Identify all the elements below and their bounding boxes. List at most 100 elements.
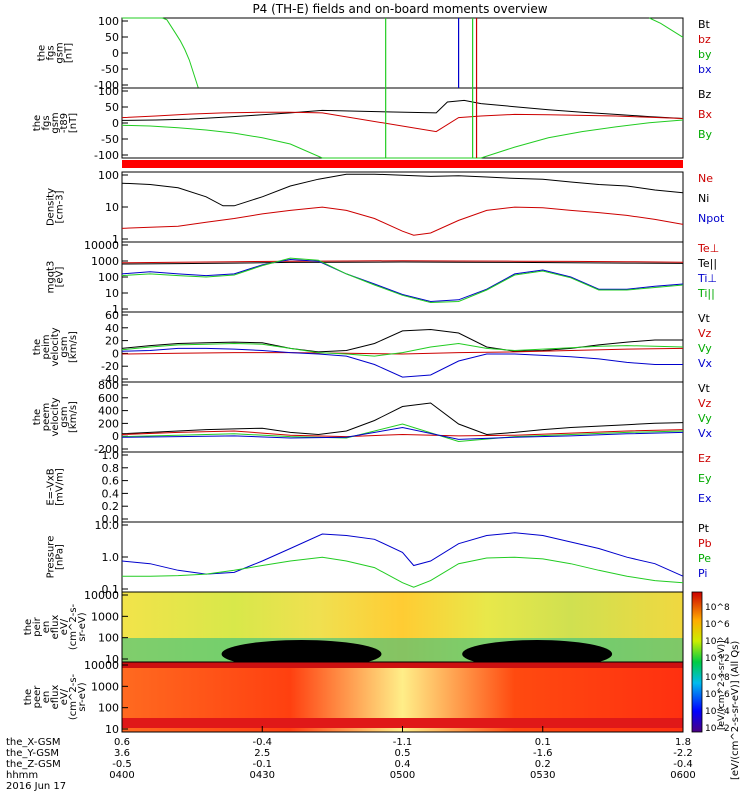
series-Bx [121, 99, 684, 121]
colorbar-tick: 10^2 [705, 654, 730, 664]
xaxis-value: 0500 [390, 770, 415, 781]
ytick-label: 10 [105, 287, 119, 300]
ylabel-line: [nPa] [55, 544, 66, 570]
ylabel-line: -t89 [59, 113, 70, 133]
ylabel-line: gsm [55, 42, 66, 63]
ytick-label: 0 [112, 47, 119, 60]
ytick-label: 100 [98, 15, 119, 28]
ylabel-line: the [32, 339, 43, 355]
ytick-label: 800 [98, 379, 119, 392]
ylabel-line: gsm [59, 336, 70, 357]
xaxis-value: -2.2 [673, 748, 693, 759]
ytick-label: -50 [101, 63, 119, 76]
series-Pe [122, 556, 684, 588]
black-gap-right [462, 640, 613, 668]
ylabel-line: fgs [41, 115, 52, 130]
xaxis-value: 0430 [250, 770, 275, 781]
ytick-label: 0 [112, 347, 119, 360]
ylabel-line: peir [32, 616, 43, 636]
xaxis-value: 0530 [530, 770, 555, 781]
ytick-label: 50 [105, 101, 119, 114]
xaxis-value: 3.6 [114, 748, 130, 759]
series-Vy [121, 342, 684, 357]
ytick-label: 0.6 [102, 475, 120, 488]
legend-Te⊥: Te⊥ [697, 242, 719, 255]
ytick-label: 10.0 [95, 519, 120, 532]
series-Vx [121, 426, 684, 440]
ytick-label: -100 [94, 79, 119, 92]
ytick-label: 100 [98, 85, 119, 98]
ylabel-line: [nT] [68, 113, 79, 133]
ytick-label: 1000 [91, 680, 119, 693]
ytick-label: 40 [105, 322, 119, 335]
ytick-label: 0.1 [102, 583, 120, 596]
series-Vx [121, 347, 683, 378]
xaxis-value: 0.1 [535, 737, 551, 748]
separator-bar [122, 160, 683, 168]
series-Ti⊥ [121, 258, 684, 303]
ytick-label: 10 [105, 653, 119, 666]
ylabel-line: eV/ [59, 618, 70, 635]
series-Vz [121, 429, 684, 438]
legend-Vx: Vx [698, 427, 713, 440]
colorbar-tick: 10^4 [705, 637, 730, 647]
xaxis-value: -1.6 [533, 748, 553, 759]
legend-Ey: Ey [698, 472, 712, 485]
colorbar-label: [eV/(cm^2-s-sr-eV)] (All Qs) [730, 641, 741, 780]
x-axis: the_X-GSM 0.6 -0.4 -1.1 0.1 1.8 the_Y-GSM 3.6 2.… [6, 726, 696, 792]
ylabel-line: fgs [46, 45, 57, 60]
xaxis-row-name: the_Z-GSM [6, 759, 61, 770]
xaxis-value: -0.4 [673, 759, 693, 770]
legend-Vy: Vy [698, 342, 712, 355]
ytick-label: 100 [98, 271, 119, 284]
ylabel-line: gsm [50, 112, 61, 133]
ylabel-line: velocity [50, 327, 61, 366]
ytick-label: 0.0 [102, 513, 120, 526]
legend-Vt: Vt [698, 382, 711, 395]
ytick-label: 0.4 [102, 487, 120, 500]
panel-density: 100 10 1 Density[cm-3] Ne Ni Npot [46, 169, 725, 246]
ylabel-line: E=-VxB [46, 468, 57, 505]
series-Ni [121, 173, 684, 207]
ytick-label: 1 [112, 303, 119, 316]
ylabel-line: peem [41, 403, 52, 431]
ylabel-line: sr-eV) [77, 682, 88, 711]
ytick-label: 50 [105, 31, 119, 44]
ytick-label: -50 [101, 133, 119, 146]
panel-temperature: 10000 1000 100 10 1 mgqt3[eV] Te⊥ Te|| Ti⊥ Ti|| [46, 239, 720, 316]
ylabel-line: eflux [50, 615, 61, 640]
legend-Ni: Ni [698, 192, 709, 205]
legend-Ti⊥: Ti⊥ [697, 272, 717, 285]
colorbar-label-2: [eV/(cm^2-s-sr-eV)] [717, 640, 727, 730]
xaxis-value: -0.4 [252, 737, 272, 748]
ytick-label: 0 [112, 117, 119, 130]
ylabel-line: [mV/m] [55, 468, 66, 506]
legend-Pe: Pe [698, 552, 711, 565]
ylabel-line: [nT] [64, 43, 75, 63]
top-band [122, 662, 683, 668]
colorbar: 10^8 10^6 10^4 10^2 10^8 10^6 10^4 10^2 [eV/(cm^… [691, 591, 741, 780]
legend-Ez: Ez [698, 452, 711, 465]
ylabel-line: the [37, 45, 48, 61]
ytick-label: -100 [94, 149, 119, 162]
ylabel-line: Density [46, 188, 57, 226]
legend-Ti||: Ti|| [697, 287, 715, 300]
panels: 100500-50-100thefgsgsm[nT]Btbzbybx100500… [23, 15, 725, 736]
series-Ne [121, 206, 684, 236]
series-Vt [121, 328, 683, 353]
ylabel-line: eflux [50, 685, 61, 710]
ytick-label: -40 [101, 373, 119, 386]
efield-frame [121, 451, 684, 523]
legend-Te||: Te|| [697, 257, 717, 270]
colorbar-gradient [691, 591, 703, 733]
ytick-label: 1.0 [102, 551, 120, 564]
panel-peir_spec: 10000 1000 100 10 thepeirenefluxeV/(cm^2-s-s… [23, 589, 684, 668]
ylabel-line: [km/s] [68, 401, 79, 433]
colorbar-tick: 10^6 [705, 690, 730, 700]
xaxis-row-name: the_X-GSM [6, 737, 60, 748]
series-Pi [121, 532, 684, 577]
ylabel-line: peim [41, 334, 52, 359]
